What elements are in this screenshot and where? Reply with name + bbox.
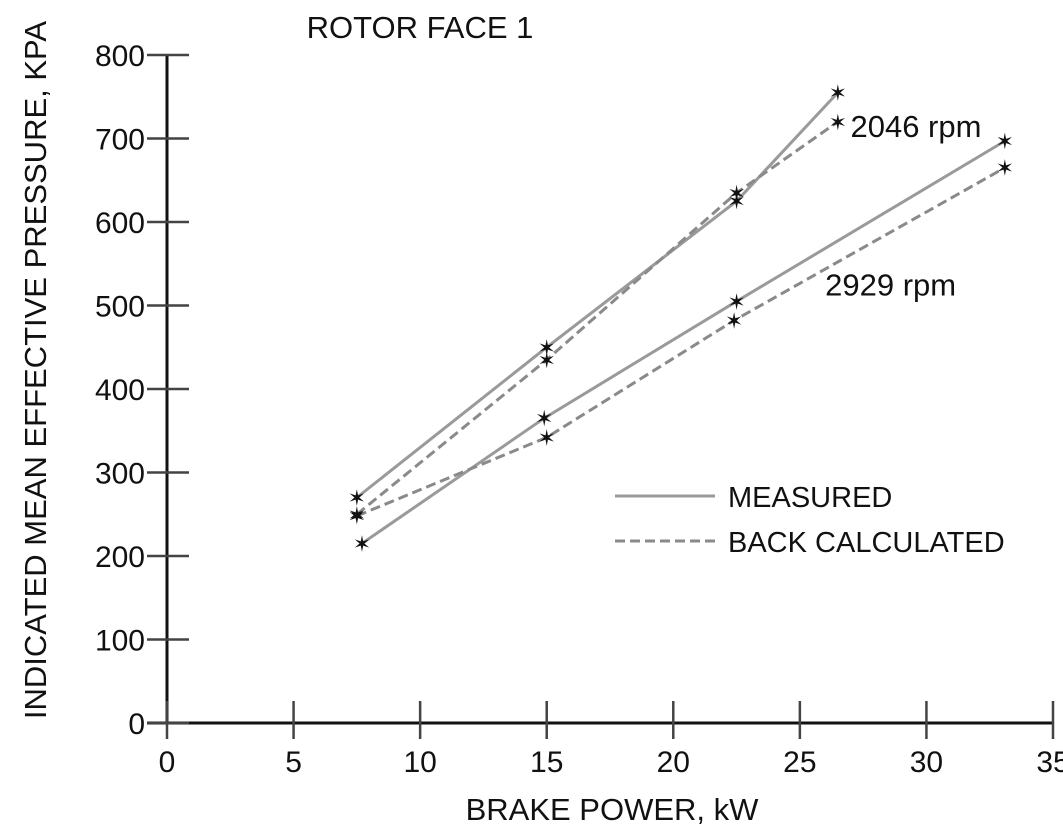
data-point: ✶	[535, 407, 553, 432]
y-tick-label: 800	[95, 40, 145, 73]
y-tick-label: 100	[95, 625, 145, 658]
series-line-2046-rpm-measured	[355, 91, 839, 499]
series-line-2046-rpm-back-calculated	[355, 120, 839, 516]
ticks: 0 100 200 300 400 500 600 700 800 0 5 10 15 20 25 30 35	[95, 40, 1063, 779]
data-point: ✶	[727, 182, 745, 207]
y-tick-label: 400	[95, 374, 145, 407]
x-tick-label: 30	[910, 746, 943, 779]
legend-measured-label: MEASURED	[728, 482, 892, 514]
annotation-2929-rpm: 2929 rpm	[825, 268, 956, 303]
y-axis-label: INDICATED MEAN EFFECTIVE PRESSURE, KPA	[18, 21, 53, 720]
legend: MEASURED BACK CALCULATED	[615, 482, 1005, 559]
data-point: ✶	[353, 532, 371, 557]
data-point: ✶	[727, 290, 745, 315]
legend-back-calculated-label: BACK CALCULATED	[728, 527, 1005, 559]
data-point: ✶	[725, 310, 743, 335]
x-axis-label: BRAKE POWER, kW	[466, 792, 760, 827]
data-point: ✶	[348, 505, 366, 530]
y-tick-label: 200	[95, 541, 145, 574]
x-tick-label: 15	[530, 746, 563, 779]
data-point: ✶	[727, 190, 745, 215]
data-points: ✶✶✶✶✶✶✶✶✶✶✶✶✶✶✶✶	[348, 82, 1014, 558]
series-line-2929-rpm-measured	[361, 139, 1006, 545]
x-tick-label: 25	[783, 746, 816, 779]
y-tick-label: 500	[95, 291, 145, 324]
y-tick-label: 600	[95, 207, 145, 240]
data-point: ✶	[537, 349, 555, 374]
x-tick-label: 35	[1036, 746, 1063, 779]
data-point: ✶	[829, 82, 847, 107]
data-point: ✶	[996, 130, 1014, 155]
data-point: ✶	[537, 336, 555, 361]
x-tick-label: 5	[285, 746, 302, 779]
y-tick-label: 300	[95, 458, 145, 491]
axes	[147, 55, 1053, 725]
data-point: ✶	[996, 157, 1014, 182]
data-point: ✶	[829, 111, 847, 136]
data-point: ✶	[348, 487, 366, 512]
chart-title: ROTOR FACE 1	[307, 10, 534, 45]
data-point: ✶	[537, 426, 555, 451]
series-line-2929-rpm-back-calculated	[356, 166, 1006, 518]
x-tick-label: 10	[403, 746, 436, 779]
y-tick-label: 0	[128, 708, 145, 741]
annotation-2046-rpm: 2046 rpm	[850, 109, 981, 144]
y-tick-label: 700	[95, 124, 145, 157]
series-lines	[355, 91, 1006, 545]
x-tick-label: 0	[159, 746, 176, 779]
data-point: ✶	[348, 503, 366, 528]
x-tick-label: 20	[657, 746, 690, 779]
